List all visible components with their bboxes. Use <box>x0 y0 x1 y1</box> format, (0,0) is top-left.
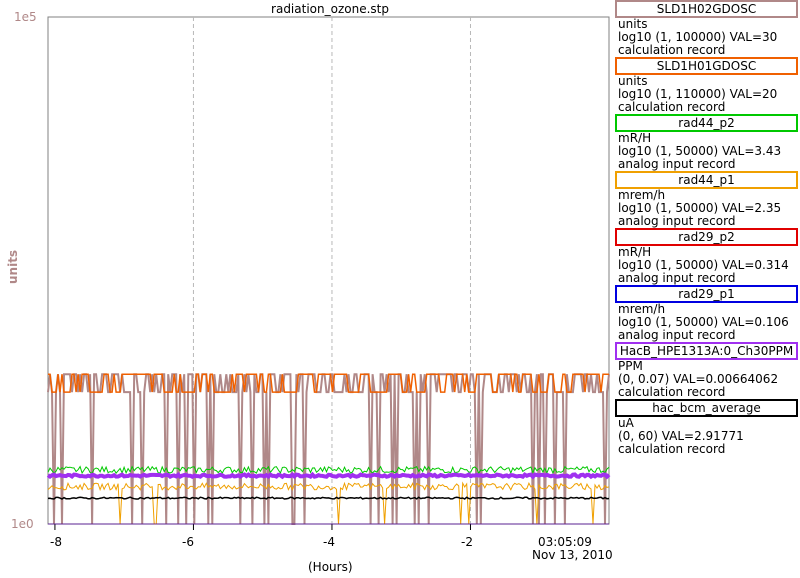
legend-unit: mR/H <box>618 245 652 259</box>
legend-record: analog input record <box>618 271 736 285</box>
legend-range: log10 (1, 50000) VAL=0.106 <box>618 315 789 329</box>
legend-series-name[interactable]: rad29_p2 <box>615 228 798 246</box>
legend-series-name[interactable]: rad44_p1 <box>615 171 798 189</box>
x-tick--4: -4 <box>323 535 335 549</box>
series-line-rad44-p2 <box>47 465 610 475</box>
x-axis-label: (Hours) <box>308 560 353 574</box>
legend-range: log10 (1, 100000) VAL=30 <box>618 30 778 44</box>
legend-series-name[interactable]: SLD1H02GDOSC <box>615 0 798 18</box>
x-tick--6: -6 <box>182 535 194 549</box>
legend-record: calculation record <box>618 43 726 57</box>
series-line-hac-bcm-average <box>47 496 610 500</box>
legend-series-name[interactable]: rad29_p1 <box>615 285 798 303</box>
chart-title: radiation_ozone.stp <box>271 2 389 16</box>
series-line-rad44-p1 <box>47 481 610 525</box>
legend-range: (0, 0.07) VAL=0.00664062 <box>618 372 779 386</box>
series-line-sld1h02 <box>47 373 610 525</box>
legend-range: log10 (1, 50000) VAL=2.35 <box>618 201 782 215</box>
legend-range: (0, 60) VAL=2.91771 <box>618 429 744 443</box>
y-tick-top: 1e5 <box>14 10 37 24</box>
y-axis-label: units <box>6 249 20 284</box>
legend-item[interactable]: SLD1H02GDOSC units log10 (1, 100000) VAL… <box>615 0 800 57</box>
legend-series-name[interactable]: rad44_p2 <box>615 114 798 132</box>
legend-record: analog input record <box>618 214 736 228</box>
legend-record: analog input record <box>618 328 736 342</box>
x-tick--8: -8 <box>50 535 62 549</box>
series-group <box>46 373 611 525</box>
timestamp-date: Nov 13, 2010 <box>532 548 613 562</box>
legend-unit: units <box>618 17 648 31</box>
timestamp-time: 03:05:09 <box>538 535 592 549</box>
series-line-hacb <box>46 471 611 480</box>
legend-range: log10 (1, 110000) VAL=20 <box>618 87 778 101</box>
legend: SLD1H02GDOSC units log10 (1, 100000) VAL… <box>615 0 800 456</box>
legend-item[interactable]: SLD1H01GDOSC units log10 (1, 110000) VAL… <box>615 57 800 114</box>
legend-record: calculation record <box>618 442 726 456</box>
legend-record: analog input record <box>618 157 736 171</box>
x-tick--2: -2 <box>461 535 473 549</box>
legend-item[interactable]: hac_bcm_average uA (0, 60) VAL=2.91771 c… <box>615 399 800 456</box>
legend-record: calculation record <box>618 385 726 399</box>
legend-series-name[interactable]: HacB_HPE1313A:0_Ch30PPM <box>615 342 798 360</box>
legend-unit: mrem/h <box>618 188 666 202</box>
legend-item[interactable]: rad29_p1 mrem/h log10 (1, 50000) VAL=0.1… <box>615 285 800 342</box>
legend-unit: mR/H <box>618 131 652 145</box>
legend-series-name[interactable]: SLD1H01GDOSC <box>615 57 798 75</box>
legend-record: calculation record <box>618 100 726 114</box>
legend-item[interactable]: rad29_p2 mR/H log10 (1, 50000) VAL=0.314… <box>615 228 800 285</box>
legend-item[interactable]: rad44_p1 mrem/h log10 (1, 50000) VAL=2.3… <box>615 171 800 228</box>
legend-unit: uA <box>618 416 634 430</box>
series-line-sld1h01 <box>48 373 609 393</box>
x-axis-ticks <box>54 524 471 530</box>
y-tick-bottom: 1e0 <box>11 517 34 531</box>
legend-item[interactable]: rad44_p2 mR/H log10 (1, 50000) VAL=3.43 … <box>615 114 800 171</box>
legend-range: log10 (1, 50000) VAL=0.314 <box>618 258 789 272</box>
legend-unit: units <box>618 74 648 88</box>
legend-series-name[interactable]: hac_bcm_average <box>615 399 798 417</box>
legend-unit: PPM <box>618 359 643 373</box>
plot-area <box>47 16 610 525</box>
legend-unit: mrem/h <box>618 302 666 316</box>
legend-range: log10 (1, 50000) VAL=3.43 <box>618 144 782 158</box>
legend-item[interactable]: HacB_HPE1313A:0_Ch30PPM PPM (0, 0.07) VA… <box>615 342 800 399</box>
